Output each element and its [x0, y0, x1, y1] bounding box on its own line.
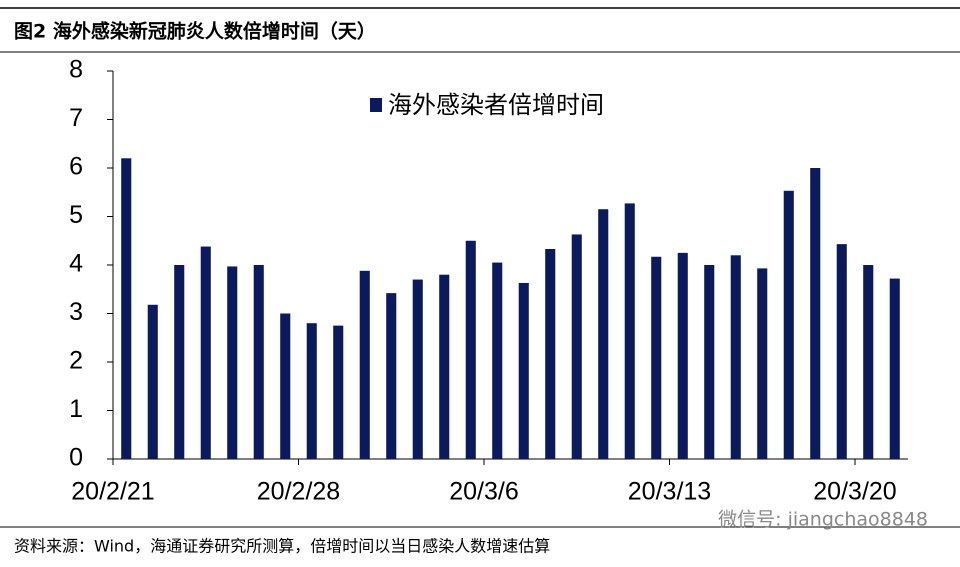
- y-tick-label: 5: [69, 201, 83, 229]
- x-tick-label: 20/3/13: [628, 478, 711, 506]
- bar: [757, 268, 768, 459]
- bar: [200, 246, 211, 459]
- bar: [571, 234, 582, 459]
- source-note: 资料来源：Wind，海通证券研究所测算，倍增时间以当日感染人数增速估算: [14, 537, 550, 556]
- watermark: 微信号: jiangchao8848: [718, 509, 928, 531]
- bar: [412, 279, 423, 459]
- bar: [783, 190, 794, 460]
- bar: [651, 256, 662, 459]
- bar: [624, 203, 635, 459]
- bar: [545, 248, 556, 459]
- x-tick-label: 20/3/20: [813, 478, 896, 506]
- x-tick-label: 20/3/6: [449, 478, 519, 506]
- bar: [306, 323, 317, 459]
- bar: [518, 282, 529, 459]
- y-tick-label: 2: [69, 347, 83, 375]
- y-tick-label: 0: [69, 444, 83, 472]
- bar: [836, 244, 847, 459]
- y-tick-label: 8: [69, 56, 83, 84]
- y-tick-label: 1: [69, 395, 83, 423]
- y-tick-label: 4: [69, 250, 83, 278]
- y-tick-label: 3: [69, 298, 83, 326]
- bar: [121, 158, 132, 460]
- legend-label: 海外感染者倍增时间: [388, 91, 604, 119]
- y-tick-label: 7: [69, 104, 83, 132]
- bar: [889, 278, 900, 459]
- bar: [280, 313, 291, 459]
- bar: [333, 325, 344, 459]
- bar: [492, 262, 503, 459]
- x-tick-label: 20/2/28: [257, 478, 340, 506]
- bar: [174, 265, 185, 459]
- bar: [598, 209, 609, 459]
- bar: [465, 240, 476, 459]
- bar: [359, 270, 370, 459]
- bar: [730, 255, 741, 459]
- legend-swatch: [370, 98, 382, 112]
- y-tick-label: 6: [69, 153, 83, 181]
- bar: [677, 252, 688, 459]
- bar: [227, 266, 238, 459]
- bar: [147, 304, 158, 459]
- bar: [810, 168, 821, 459]
- bar: [704, 265, 715, 459]
- bar: [863, 265, 874, 459]
- bar: [253, 265, 264, 459]
- x-tick-label: 20/2/21: [71, 478, 154, 506]
- bar: [439, 274, 450, 459]
- chart-title: 图2 海外感染新冠肺炎人数倍增时间（天）: [14, 20, 376, 43]
- bar: [386, 293, 397, 459]
